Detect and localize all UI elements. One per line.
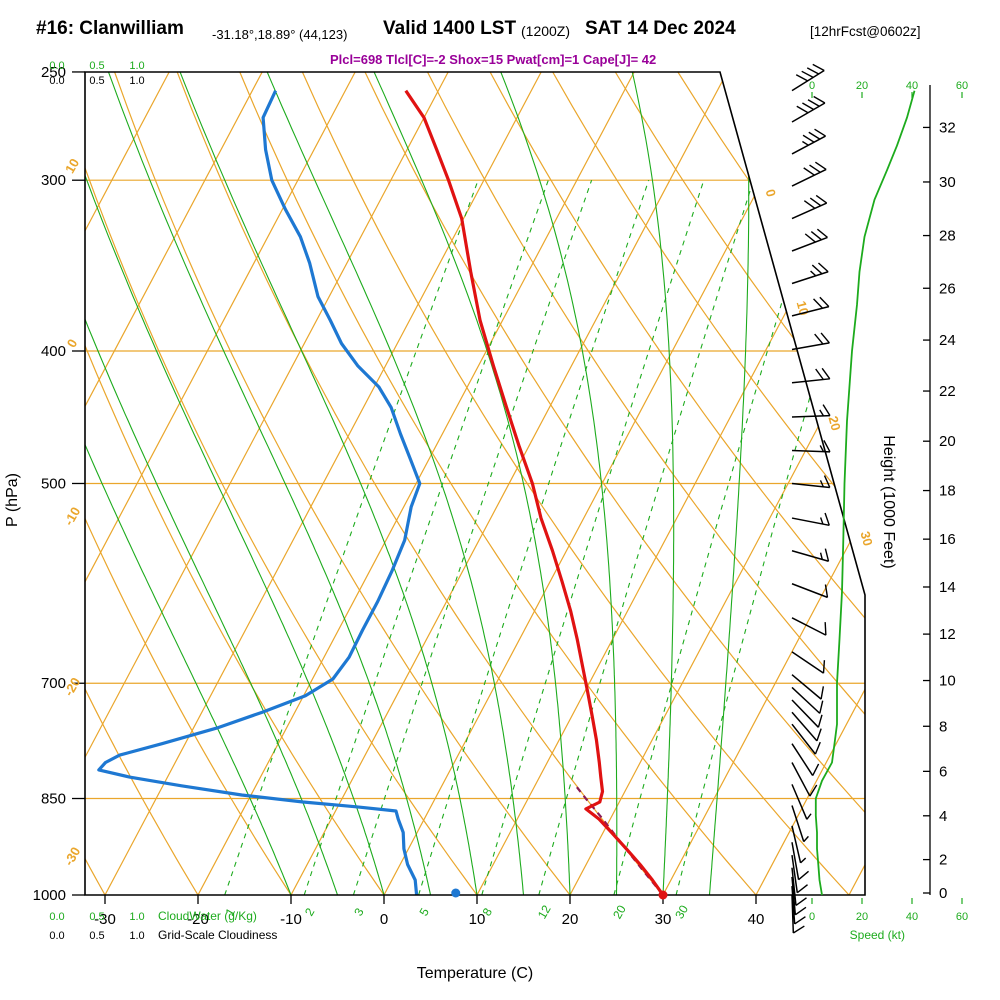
surface-temp-marker (658, 890, 668, 900)
svg-text:-30: -30 (94, 911, 116, 928)
svg-text:0.5: 0.5 (89, 75, 104, 87)
svg-text:30: 30 (939, 174, 956, 191)
svg-text:10: 10 (469, 911, 486, 928)
svg-text:0: 0 (939, 885, 947, 902)
svg-text:0.0: 0.0 (49, 75, 64, 87)
surface-dewpoint-marker (451, 888, 461, 898)
svg-text:400: 400 (41, 343, 66, 360)
svg-text:0.0: 0.0 (49, 930, 64, 942)
svg-text:30: 30 (655, 911, 672, 928)
svg-text:20: 20 (826, 414, 844, 432)
svg-text:0.0: 0.0 (49, 60, 64, 72)
svg-text:0: 0 (809, 911, 815, 923)
svg-text:700: 700 (41, 675, 66, 692)
valid-date: SAT 14 Dec 2024 (585, 18, 736, 39)
svg-text:1.0: 1.0 (129, 911, 144, 923)
svg-text:40: 40 (906, 911, 918, 923)
legend-scales: 0.0 0.0 0.5 0.5 1.0 1.0 0.0 0.0 0.5 0.5 1.0 1.0 Clou… (49, 60, 277, 942)
forecast-info: [12hrFcst@0602z] (810, 24, 921, 39)
svg-text:1.0: 1.0 (129, 75, 144, 87)
svg-text:1000: 1000 (33, 887, 66, 904)
svg-text:32: 32 (939, 119, 956, 136)
wind-barbs (791, 63, 831, 934)
svg-text:20: 20 (562, 911, 579, 928)
svg-text:24: 24 (939, 332, 956, 349)
svg-text:20: 20 (856, 911, 868, 923)
svg-text:0.0: 0.0 (49, 911, 64, 923)
svg-text:-10: -10 (61, 504, 83, 528)
temperature-curve (404, 89, 665, 895)
station-coordinates: -31.18°,18.89° (44,123) (212, 27, 348, 42)
svg-text:26: 26 (939, 280, 956, 297)
svg-text:10: 10 (62, 156, 82, 176)
svg-text:-10: -10 (280, 911, 302, 928)
svg-text:0: 0 (763, 188, 779, 199)
sounding-profiles (97, 89, 665, 895)
svg-text:20: 20 (610, 902, 629, 921)
svg-text:40: 40 (748, 911, 765, 928)
svg-text:0: 0 (809, 80, 815, 92)
skewt-grid (85, 72, 865, 895)
svg-text:300: 300 (41, 172, 66, 189)
svg-text:60: 60 (956, 911, 968, 923)
svg-text:22: 22 (939, 383, 956, 400)
svg-text:Temperature (C): Temperature (C) (417, 965, 533, 982)
svg-text:Height (1000 Feet): Height (1000 Feet) (880, 435, 897, 568)
svg-text:0: 0 (380, 911, 388, 928)
svg-text:0.5: 0.5 (89, 911, 104, 923)
wind-speed-curve (814, 90, 916, 896)
svg-text:P (hPa): P (hPa) (4, 473, 21, 527)
svg-text:18: 18 (939, 483, 956, 500)
svg-text:60: 60 (956, 80, 968, 92)
svg-text:2: 2 (302, 905, 318, 918)
svg-text:3: 3 (351, 905, 367, 918)
dewpoint-curve (97, 90, 422, 895)
svg-text:10: 10 (939, 673, 956, 690)
svg-text:20: 20 (939, 433, 956, 450)
svg-text:6: 6 (939, 763, 947, 780)
svg-text:CloudWater (g/Kg): CloudWater (g/Kg) (158, 909, 257, 923)
svg-text:Grid-Scale Cloudiness: Grid-Scale Cloudiness (158, 928, 277, 942)
svg-text:250: 250 (41, 64, 66, 81)
svg-text:5: 5 (416, 905, 432, 918)
svg-text:16: 16 (939, 531, 956, 548)
svg-text:40: 40 (906, 80, 918, 92)
svg-text:30: 30 (857, 530, 875, 548)
svg-text:12: 12 (535, 902, 554, 921)
stability-stats: Plcl=698 Tlcl[C]=-2 Shox=15 Pwat[cm]=1 C… (330, 52, 657, 67)
svg-text:0.5: 0.5 (89, 930, 104, 942)
plot-border (84, 71, 866, 896)
svg-text:30: 30 (672, 902, 691, 921)
valid-time: Valid 1400 LST (383, 18, 517, 39)
svg-text:4: 4 (939, 808, 947, 825)
svg-text:1.0: 1.0 (129, 60, 144, 72)
svg-text:850: 850 (41, 791, 66, 808)
svg-text:12: 12 (939, 626, 956, 643)
svg-text:-30: -30 (61, 844, 83, 868)
svg-text:20: 20 (856, 80, 868, 92)
svg-text:500: 500 (41, 475, 66, 492)
svg-text:Speed (kt): Speed (kt) (850, 928, 905, 942)
zulu-time: (1200Z) (521, 23, 571, 39)
station-title: #16: Clanwilliam (36, 18, 184, 39)
svg-text:14: 14 (939, 579, 956, 596)
svg-text:0: 0 (64, 336, 81, 350)
svg-text:2: 2 (939, 852, 947, 869)
svg-text:0.5: 0.5 (89, 60, 104, 72)
svg-text:1.0: 1.0 (129, 930, 144, 942)
svg-text:8: 8 (939, 718, 947, 735)
svg-text:28: 28 (939, 228, 956, 245)
svg-text:-20: -20 (187, 911, 209, 928)
